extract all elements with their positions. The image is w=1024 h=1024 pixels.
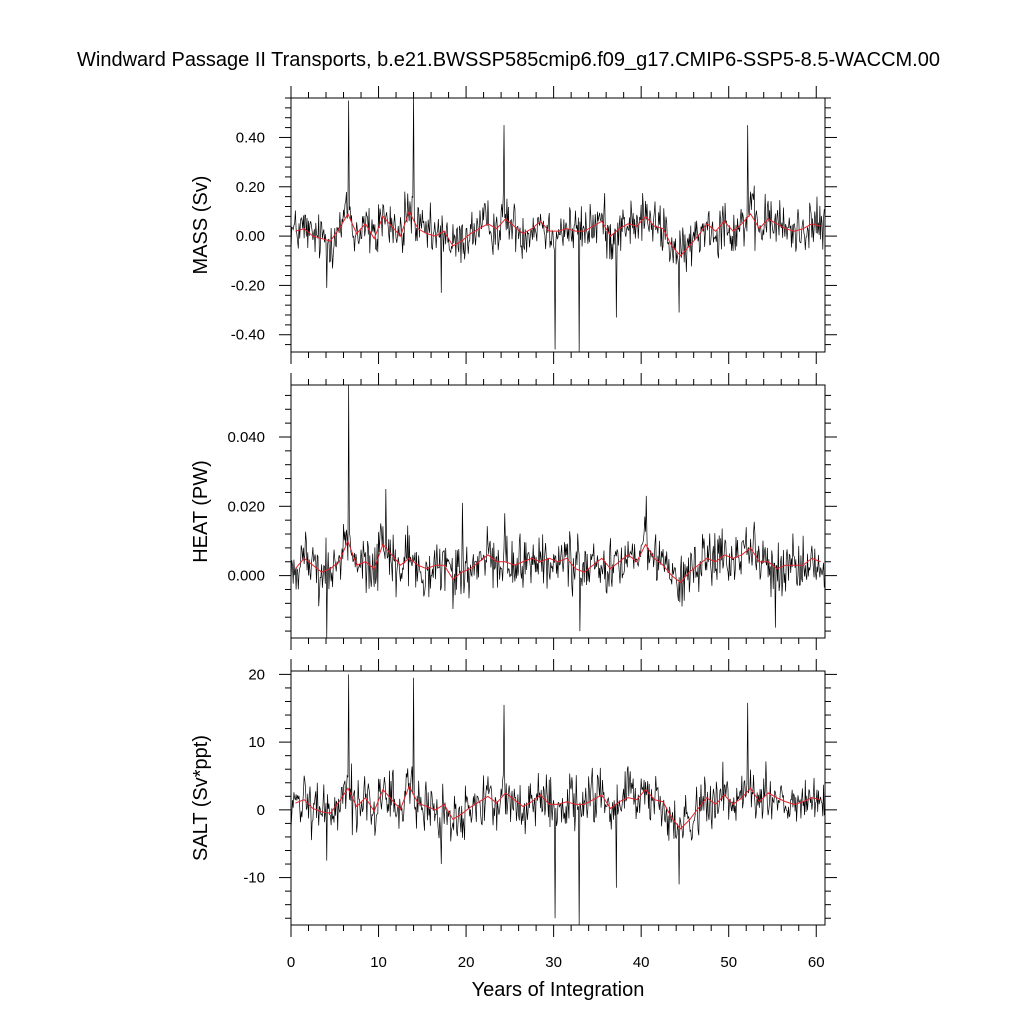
x-tick-label: 20 bbox=[458, 954, 475, 971]
panel-heat: 0.000 0.020 0.040 HEAT (PW) bbox=[190, 373, 837, 650]
x-tick-label: 30 bbox=[545, 954, 562, 971]
y-tick-label: 0.040 bbox=[227, 429, 265, 446]
y-tick-label: 0.00 bbox=[236, 228, 265, 245]
y-tick-label: 0.000 bbox=[227, 568, 265, 585]
x-tick-label: 60 bbox=[808, 954, 825, 971]
panel-salt: -10 0 10 20 SALT (Sv*ppt) bbox=[190, 659, 837, 937]
y-ticks-mass bbox=[279, 97, 837, 346]
monthly-series-line-mass bbox=[291, 98, 825, 352]
x-ticks-salt bbox=[290, 659, 817, 937]
y-tick-label: 0.20 bbox=[236, 179, 265, 196]
x-tick-label: 0 bbox=[287, 954, 295, 971]
series-salt bbox=[291, 674, 825, 925]
y-tick-label: -0.20 bbox=[231, 277, 265, 294]
monthly-series-line-salt bbox=[291, 674, 825, 925]
y-axis-title-heat: HEAT (PW) bbox=[190, 460, 212, 563]
monthly-series-line-heat bbox=[291, 385, 825, 638]
y-tick-label: 0.40 bbox=[236, 129, 265, 146]
x-tick-label: 50 bbox=[720, 954, 737, 971]
panels-group: -0.40 -0.20 0.00 0.20 0.40 MASS (Sv) 0.000 0.02… bbox=[190, 86, 837, 971]
y-tick-label: 10 bbox=[248, 734, 265, 751]
plot-frame-salt bbox=[290, 670, 826, 926]
x-tick-label: 10 bbox=[370, 954, 387, 971]
y-ticks-salt bbox=[279, 673, 837, 919]
annual-mean-line-heat bbox=[294, 539, 821, 584]
series-heat bbox=[291, 385, 825, 638]
x-tick-label: 40 bbox=[633, 954, 650, 971]
series-mass bbox=[291, 98, 825, 352]
y-tick-label: -0.40 bbox=[231, 327, 265, 344]
plot-frame-mass bbox=[290, 97, 826, 353]
y-axis-title-salt: SALT (Sv*ppt) bbox=[190, 735, 212, 861]
y-tick-label: 0.020 bbox=[227, 498, 265, 515]
y-tick-label: 20 bbox=[248, 666, 265, 683]
panel-mass: -0.40 -0.20 0.00 0.20 0.40 MASS (Sv) bbox=[190, 86, 837, 364]
plot-frame-heat bbox=[290, 384, 826, 639]
y-tick-label: -10 bbox=[243, 870, 265, 887]
x-ticks-mass bbox=[290, 86, 817, 364]
y-tick-label: 0 bbox=[257, 802, 265, 819]
y-ticks-heat bbox=[279, 394, 837, 632]
annual-mean-line-salt bbox=[295, 784, 821, 830]
y-axis-title-mass: MASS (Sv) bbox=[190, 176, 212, 275]
chart-title: Windward Passage II Transports, b.e21.BW… bbox=[77, 49, 940, 71]
x-axis-title: Years of Integration bbox=[472, 979, 645, 1001]
annual-mean-line-mass bbox=[295, 210, 821, 257]
x-ticks-heat bbox=[290, 373, 817, 650]
